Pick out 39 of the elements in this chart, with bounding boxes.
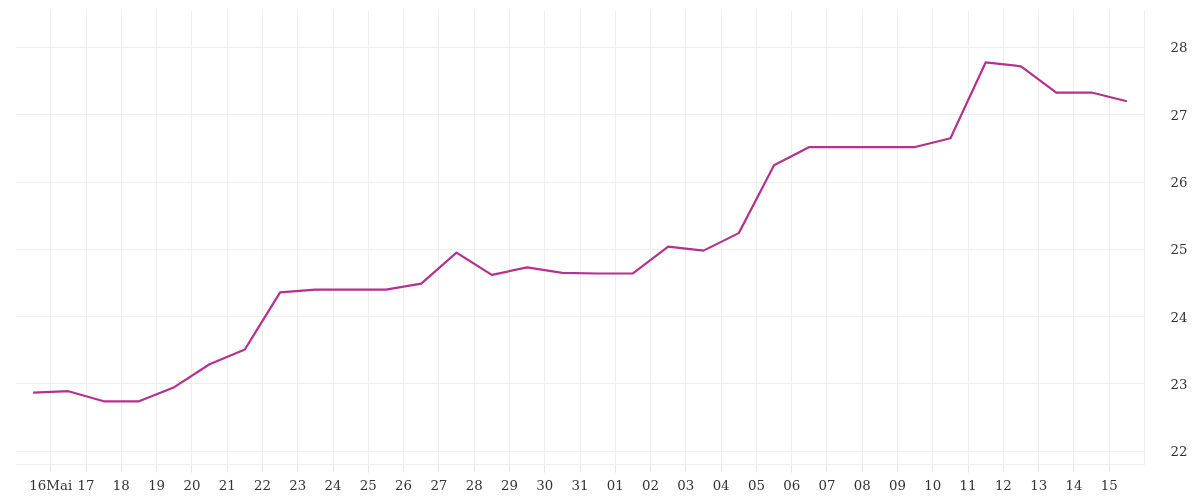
x-tick-label: 01	[606, 477, 624, 493]
y-tick-label: 28	[1170, 40, 1188, 56]
y-tick-label: 22	[1170, 444, 1188, 460]
x-tick-label: 05	[747, 477, 765, 493]
x-tick-label: 07	[818, 477, 836, 493]
x-tick-label: 15	[1100, 477, 1118, 493]
x-tick-label: 19	[148, 477, 166, 493]
y-tick-label: 23	[1170, 376, 1188, 392]
x-tick-label: 16Mai	[29, 477, 73, 493]
x-tick-label: 06	[783, 477, 801, 493]
x-tick-label: 08	[853, 477, 871, 493]
x-tick-label: 20	[183, 477, 201, 493]
x-tick-label: 26	[395, 477, 413, 493]
x-tick-label: 13	[1030, 477, 1048, 493]
x-tick-label: 09	[889, 477, 907, 493]
x-tick-label: 12	[994, 477, 1012, 493]
line-series	[32, 61, 1128, 403]
x-tick-label: 30	[536, 477, 554, 493]
x-tick-label: 28	[465, 477, 483, 493]
x-tick-label: 02	[642, 477, 660, 493]
x-tick-label: 23	[289, 477, 307, 493]
x-tick-label: 29	[500, 477, 518, 493]
x-tick-label: 11	[959, 477, 977, 493]
x-tick-label: 21	[218, 477, 236, 493]
x-tick-label: 24	[324, 477, 342, 493]
y-tick-label: 27	[1170, 107, 1188, 123]
x-tick-label: 31	[571, 477, 589, 493]
x-tick-label: 22	[253, 477, 271, 493]
x-tick-label: 03	[677, 477, 695, 493]
x-tick-label: 27	[430, 477, 448, 493]
x-tick-label: 04	[712, 477, 730, 493]
x-tick-label: 18	[112, 477, 130, 493]
y-tick-label: 26	[1170, 175, 1188, 191]
x-tick-label: 10	[924, 477, 942, 493]
x-tick-label: 14	[1065, 477, 1083, 493]
y-tick-label: 24	[1170, 309, 1188, 325]
y-tick-label: 25	[1170, 242, 1188, 258]
x-tick-label: 17	[77, 477, 95, 493]
x-tick-label: 25	[359, 477, 377, 493]
